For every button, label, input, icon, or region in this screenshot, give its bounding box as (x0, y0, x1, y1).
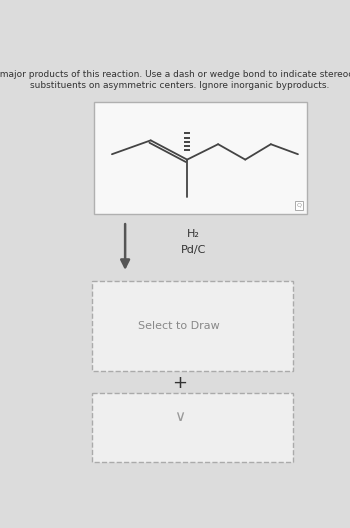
Text: ∨: ∨ (174, 409, 185, 423)
Text: Draw two major products of this reaction. Use a dash or wedge bond to indicate s: Draw two major products of this reaction… (0, 70, 350, 90)
Bar (295, 201, 303, 210)
Text: H₂: H₂ (187, 229, 200, 239)
Bar (92, 393, 293, 462)
Bar (94, 102, 307, 213)
Text: Select to Draw: Select to Draw (139, 321, 220, 331)
Text: Pd/C: Pd/C (181, 244, 206, 254)
Text: +: + (172, 374, 187, 392)
Bar (92, 280, 293, 371)
Text: Q: Q (296, 203, 302, 208)
